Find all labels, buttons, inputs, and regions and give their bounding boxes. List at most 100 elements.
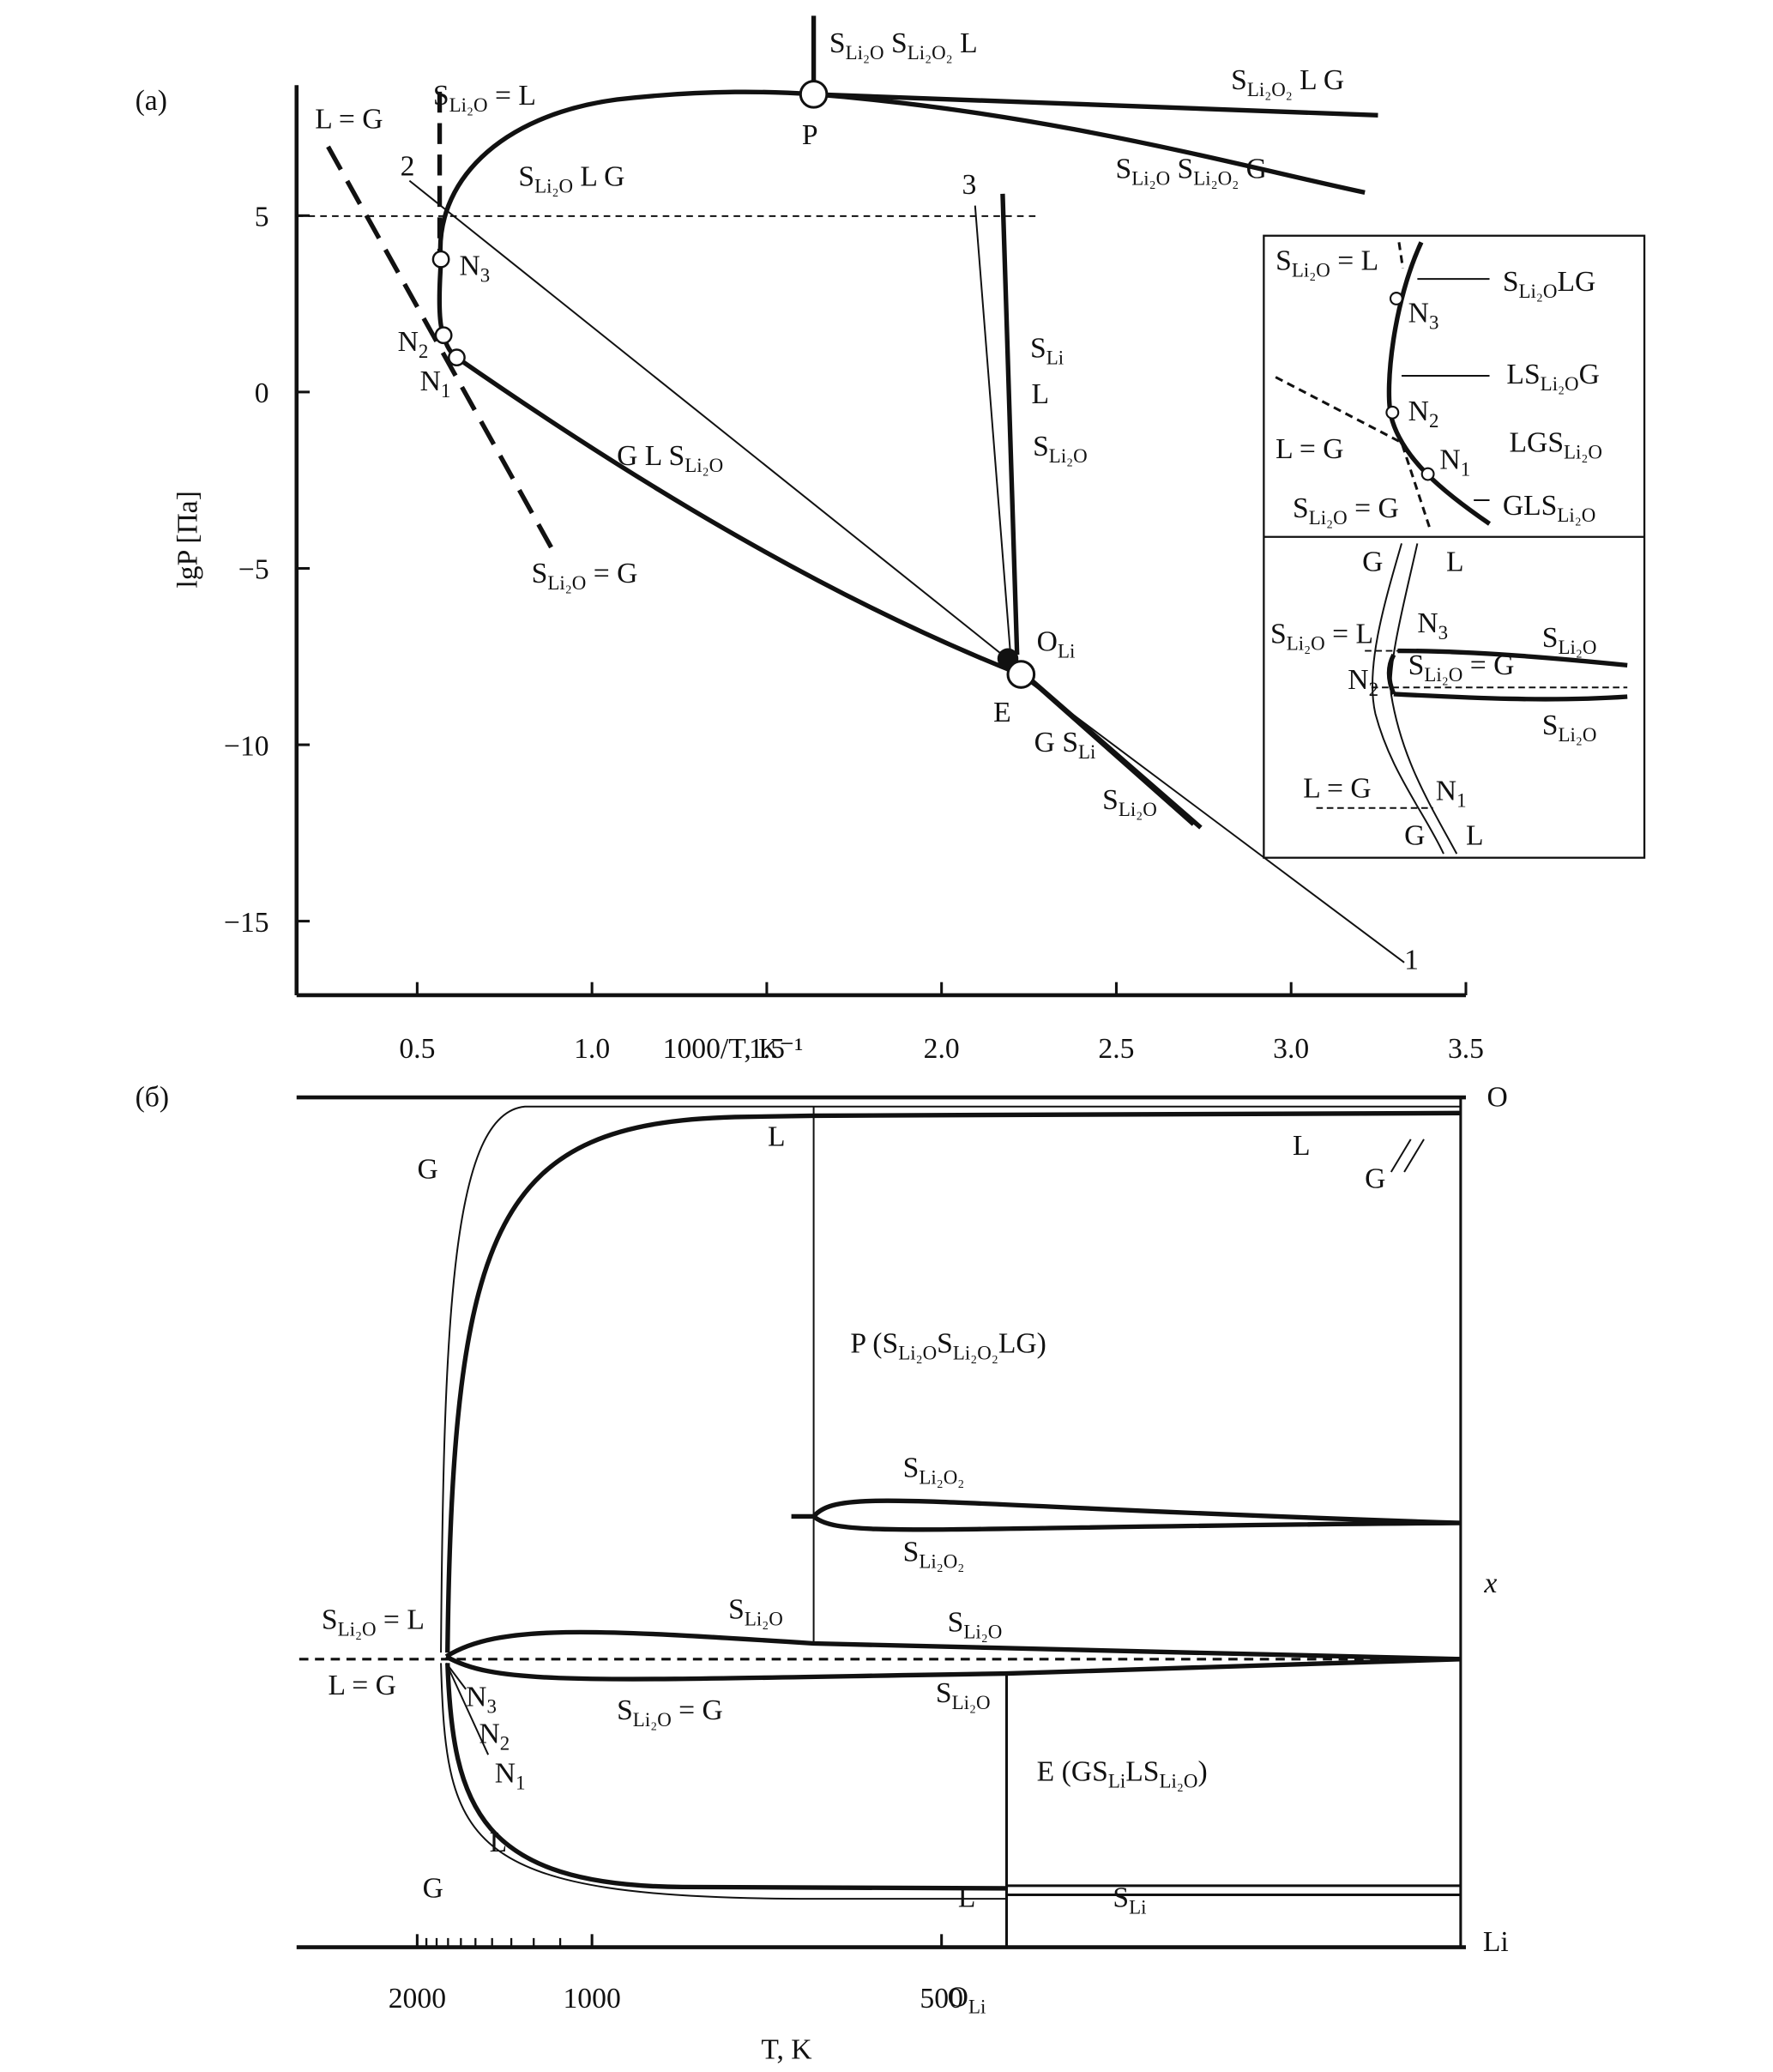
inset-label: SLi₂OLG [1503,266,1596,302]
subscript: Li₂O₂ [919,1466,964,1488]
subscript: Li₂O₂ [953,1342,998,1363]
subscript: Li₂O [1292,259,1330,281]
phase-label: L = G [328,1670,395,1701]
text-part: S [1275,245,1292,276]
text-part: L [1466,819,1484,851]
text-part: S [1170,154,1193,185]
text-part: S [903,1453,920,1484]
text-part: L G [1293,64,1344,96]
text-part: P (S [850,1328,898,1360]
phase-label: L [1293,1130,1311,1162]
x-tick-label: 0.5 [399,1033,435,1065]
text-part: O [948,1981,968,2013]
phase-label: SLi₂O [1102,784,1157,820]
text-part: = G [672,1694,723,1726]
subscript: Li [968,1996,986,2017]
subscript: Li₂O [846,42,884,63]
phase-label: G [1365,1163,1385,1194]
subscript: Li₂O [745,1608,783,1629]
phase-label: SLi [1030,333,1064,369]
text-part: S [1293,492,1309,524]
text-part: Li [1483,1926,1509,1958]
text-part: G [1404,819,1425,851]
subscript: Li₂O [1519,280,1558,301]
text-part: ) [1197,1756,1207,1788]
text-part: G L S [617,440,684,472]
phase-label: P [802,119,818,151]
phase-label: SLi₂O₂ L G [1231,64,1344,100]
inset-label: SLi₂O = G [1293,492,1399,529]
subscript: Li [1129,1896,1146,1918]
text-part: L [490,1827,508,1858]
phase-label: L [768,1121,786,1153]
text-part: 2 [401,151,415,183]
subscript: 3 [1438,622,1448,643]
text-part: N [479,1719,499,1750]
text-part: S [1542,622,1559,654]
text-part: G [1365,1163,1385,1194]
phase-label: SLi₂O SLi₂O₂ L [829,27,978,63]
subscript: 2 [419,341,428,362]
phase-label: G L SLi₂O [617,440,723,476]
text-part: GLS [1503,490,1558,522]
phase-label: 1 [1404,944,1419,976]
text-part: S [1270,618,1287,649]
text-part: L [1446,546,1464,577]
text-part: S [518,161,534,193]
subscript: 3 [480,264,490,286]
text-part: L = G [1303,773,1371,805]
inset-label: N2 [1348,664,1378,700]
subscript: Li₂O [1564,441,1602,462]
phase-label: N2 [398,326,429,362]
phase-label: SLi₂O₂ [903,1453,965,1489]
subscript: Li₂O [633,1709,672,1731]
text-part: N [398,326,419,358]
text-part: S [1030,333,1046,365]
insets [1263,234,1646,859]
subscript: Li₂O [898,1342,937,1363]
subscript: Li₂O [952,1692,991,1713]
phase-label: G SLi [1034,727,1096,763]
panel-label: (a) [136,85,167,117]
text-part: = G [586,558,637,589]
t-tick-label: 2000 [389,1983,446,2015]
text-part: L [958,1882,976,1913]
inset-label: G [1362,546,1383,577]
inset-label: L [1446,546,1464,577]
phase-label: 2 [401,151,415,183]
text-part: LG [1557,266,1595,298]
text-part: S [1542,710,1559,741]
subscript: Li₂O₂ [1193,167,1239,189]
subscript: Li₂O [1049,445,1088,467]
subscript: 2 [1429,410,1438,432]
inset-label: SLi₂O = G [1408,649,1515,686]
text-part: S [936,1677,952,1709]
subscript: Li₂O [547,572,586,594]
text-part: N [459,251,479,282]
phase-label: E [993,697,1011,728]
text-part: 3 [962,169,976,201]
subscript: Li₂O [1558,637,1596,658]
text-part: G [418,1154,438,1186]
phase-label: OLi [1037,626,1076,662]
inset-label: N3 [1408,298,1439,334]
phase-label: L [1032,378,1050,410]
inset-label: LGSLi₂O [1509,427,1602,463]
x-tick-label: 3.0 [1273,1033,1309,1065]
text-part: P [802,119,818,151]
text-part: O [1037,626,1058,658]
text-part: N [1348,664,1368,696]
phase-label: OLi [948,1981,986,2017]
text-part: = L [1330,245,1378,276]
text-part: S [1113,1882,1129,1913]
phase-label: N1 [495,1757,526,1793]
text-part: S [1102,784,1119,816]
text-part: N [420,365,441,397]
text-part: N [1439,444,1460,475]
phase-label: SLi₂O L G [518,161,624,197]
text-part: S [617,1694,633,1726]
inset-label: GLSLi₂O [1503,490,1596,526]
inset-label: N2 [1408,396,1439,432]
phase-label: G [423,1873,443,1905]
